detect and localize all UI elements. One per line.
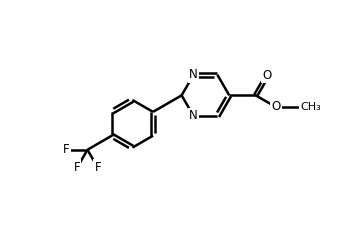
Text: O: O: [271, 100, 280, 114]
Text: O: O: [263, 69, 272, 82]
Text: F: F: [95, 161, 102, 174]
Text: N: N: [189, 109, 198, 123]
Text: N: N: [189, 68, 198, 81]
Text: CH₃: CH₃: [301, 102, 321, 112]
Text: F: F: [73, 161, 80, 174]
Text: F: F: [63, 143, 69, 156]
